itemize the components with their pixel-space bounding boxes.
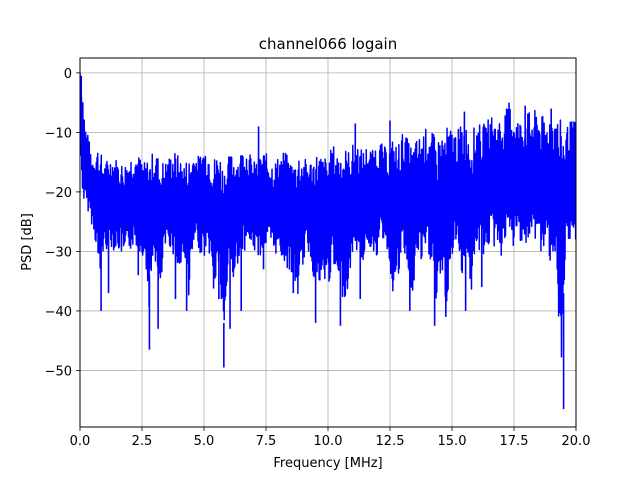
- x-tick-label: 2.5: [132, 434, 153, 449]
- x-tick-label: 10.0: [314, 434, 343, 449]
- y-tick-label: 0: [64, 67, 72, 82]
- x-tick-label: 20.0: [562, 434, 591, 449]
- x-axis-ticks: 0.0 2.5 5.0 7.5 10.0 12.5 15.0 17.5 20.0: [70, 427, 591, 449]
- plot-area: [80, 72, 576, 410]
- x-tick-label: 17.5: [500, 434, 529, 449]
- y-axis-ticks: 0 −10 −20 −30 −40 −50: [45, 67, 80, 379]
- x-tick-label: 12.5: [376, 434, 405, 449]
- y-tick-label: −50: [45, 364, 72, 379]
- x-tick-label: 15.0: [438, 434, 467, 449]
- series-group: [80, 72, 576, 410]
- x-tick-label: 7.5: [256, 434, 277, 449]
- chart-title: channel066 logain: [259, 35, 398, 53]
- x-tick-label: 0.0: [70, 434, 91, 449]
- y-tick-label: −20: [45, 186, 72, 201]
- x-axis-label: Frequency [MHz]: [273, 456, 382, 471]
- y-axis-label: PSD [dB]: [20, 213, 35, 271]
- psd-series-line: [80, 86, 576, 358]
- x-tick-label: 5.0: [194, 434, 215, 449]
- y-tick-label: −40: [45, 305, 72, 320]
- y-tick-label: −10: [45, 126, 72, 141]
- y-tick-label: −30: [45, 245, 72, 260]
